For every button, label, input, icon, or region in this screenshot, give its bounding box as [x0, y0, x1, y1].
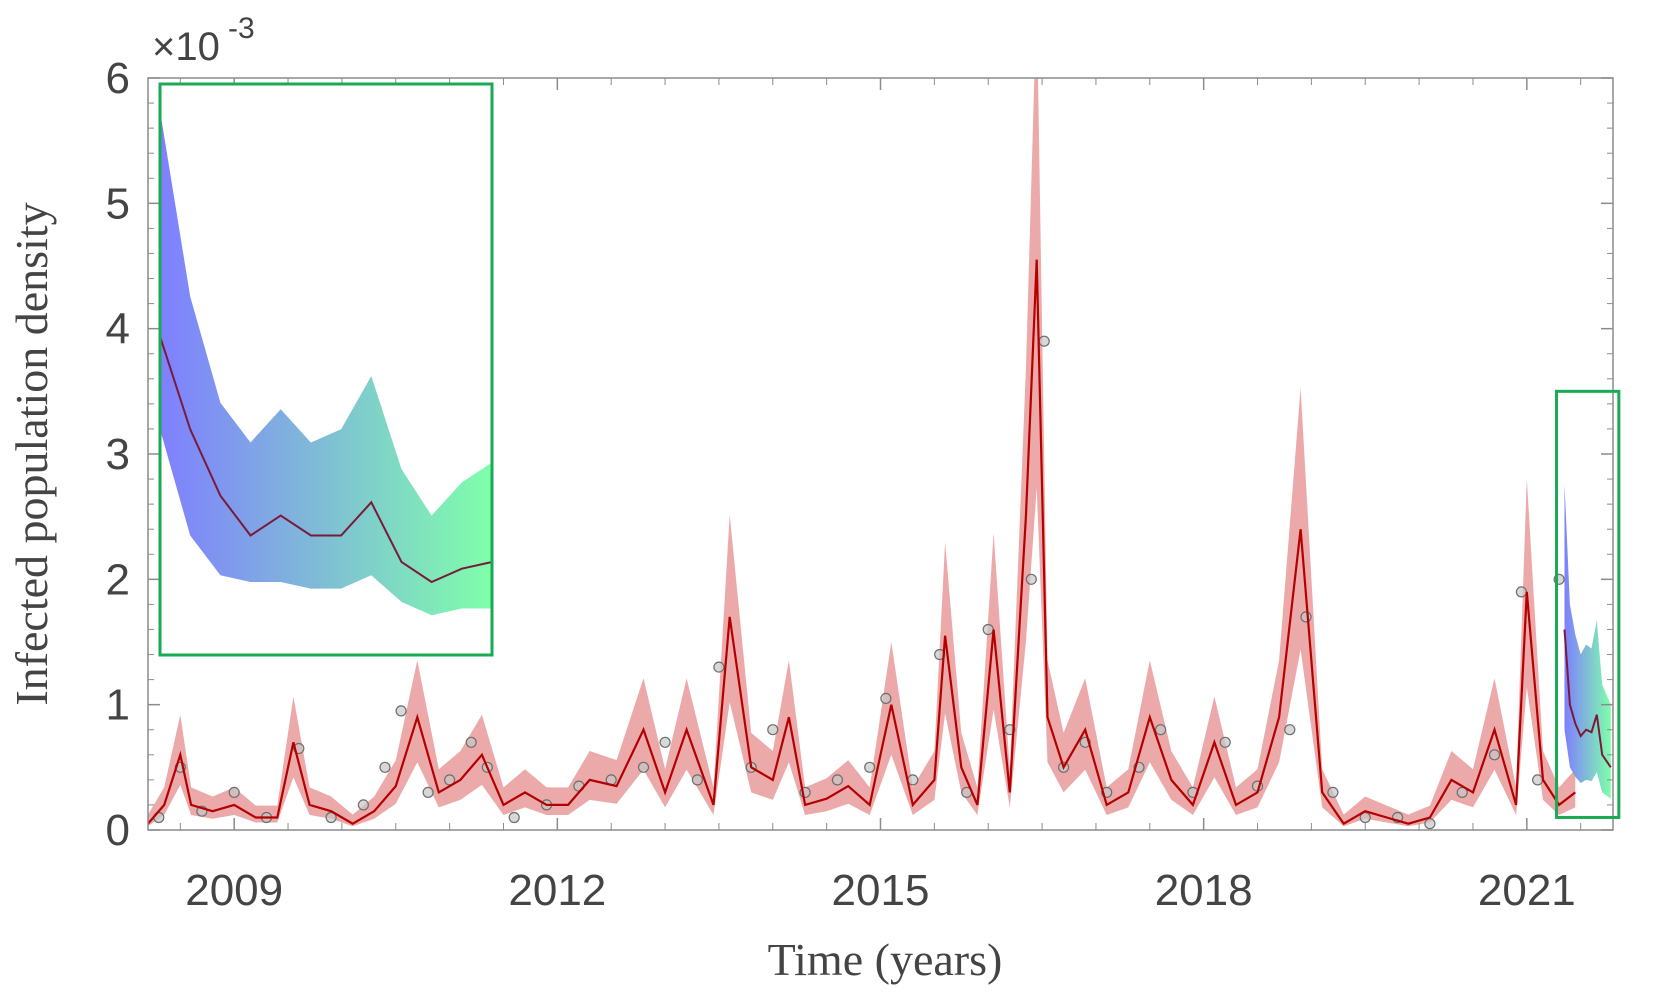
observation-point	[1531, 774, 1544, 786]
observation-point	[1284, 724, 1296, 736]
model-mean-line	[148, 259, 1576, 826]
y-tick-label: 2	[106, 555, 130, 604]
observation-point	[880, 692, 892, 705]
observation-point	[1038, 335, 1050, 347]
observation-point	[465, 736, 477, 748]
inset-forecast-line	[159, 335, 493, 584]
observation-point	[357, 799, 369, 811]
observation-point	[691, 774, 704, 786]
observation-point	[1488, 749, 1501, 761]
x-tick-label: 2015	[832, 866, 930, 915]
forecast-band	[1564, 484, 1611, 799]
x-tick-label: 2021	[1478, 866, 1576, 915]
forecast-line	[1563, 629, 1612, 768]
forecast-highlight-box	[1555, 389, 1621, 819]
observation-point	[659, 736, 671, 748]
observation-point	[1359, 811, 1371, 824]
observation-point	[1327, 786, 1339, 799]
observation-point	[1025, 573, 1037, 585]
observation-point	[713, 661, 725, 673]
observation-point	[767, 724, 779, 736]
x-tick-label: 2018	[1155, 866, 1253, 915]
y-exponent-power: -3	[228, 12, 255, 45]
y-tick-label: 5	[106, 179, 130, 228]
observation-point	[228, 786, 240, 799]
y-tick-label: 0	[106, 806, 130, 855]
inset-highlight-box	[158, 82, 494, 657]
observation-point	[637, 761, 650, 773]
y-tick-label: 6	[106, 54, 130, 103]
observation-point	[508, 811, 520, 824]
y-tick-label: 3	[106, 430, 130, 479]
y-tick-label: 1	[106, 681, 130, 730]
y-tick-label: 4	[106, 305, 130, 354]
y-axis-title: Infected population density	[6, 202, 57, 705]
observation-point	[325, 811, 337, 824]
x-axis-title: Time (years)	[768, 934, 1003, 985]
inset-forecast-band	[160, 110, 492, 616]
x-tick-label: 2009	[185, 866, 283, 915]
observation-point	[831, 774, 844, 786]
observation-point	[982, 623, 994, 636]
observation-point	[395, 705, 407, 717]
observation-point	[1219, 736, 1231, 748]
observation-point	[1154, 724, 1167, 736]
observation-point	[1515, 586, 1528, 598]
observation-point	[864, 761, 876, 773]
observation-point	[422, 786, 434, 799]
x-tick-label: 2012	[508, 866, 606, 915]
y-exponent-label: ×10	[152, 25, 220, 69]
observation-point	[1424, 818, 1436, 830]
observation-point	[379, 761, 391, 773]
observation-point	[1300, 611, 1312, 623]
